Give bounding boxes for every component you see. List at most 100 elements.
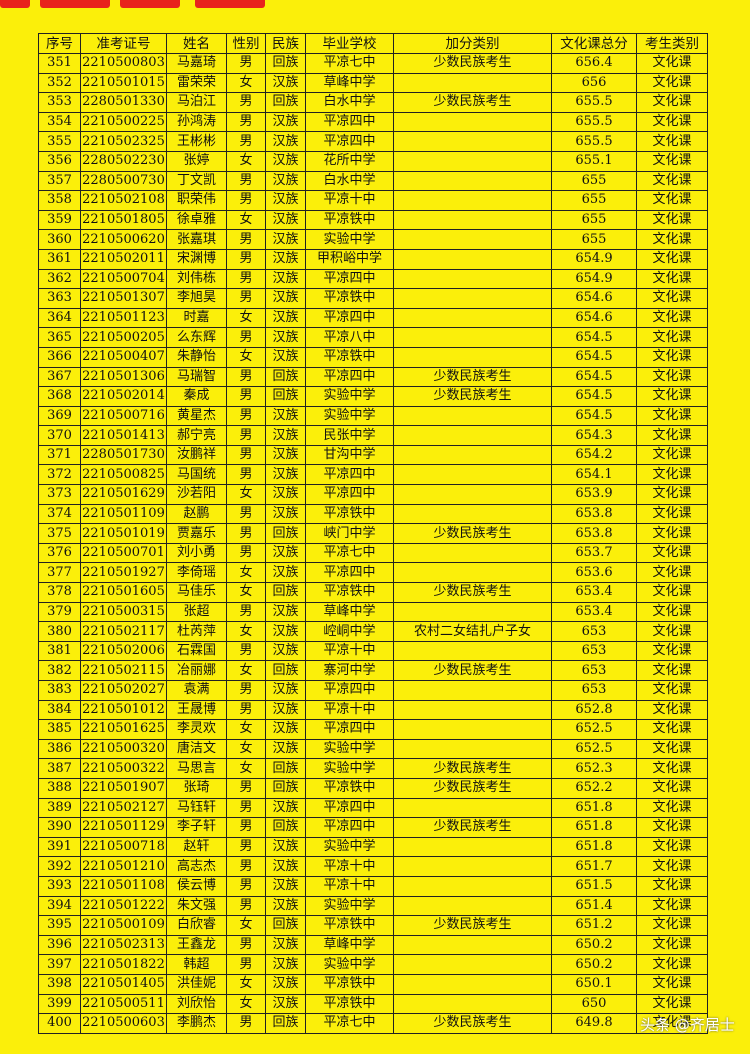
cell: 2210500322 [80, 758, 167, 779]
cell: 峡门中学 [305, 523, 394, 544]
header-cell: 性别 [226, 33, 266, 54]
header-cell: 序号 [38, 33, 81, 54]
cell: 652.5 [551, 738, 637, 760]
cell: 365 [38, 327, 81, 348]
cell: 353 [38, 92, 81, 113]
row: 352 2210501015 雷荣荣女汉族 草峰中学 656 文化课 [38, 72, 708, 94]
cell: 马佳乐 [166, 582, 227, 603]
cell: 649.8 [551, 1013, 637, 1034]
cell: 653 [551, 640, 637, 662]
cell: 男 [226, 699, 266, 721]
cell: 367 [38, 366, 81, 388]
row: 396 2210502313 王鑫龙男汉族 草峰中学 650.2 文化课 [38, 934, 708, 956]
cell [393, 640, 552, 662]
cell: 653 [551, 660, 637, 681]
cell: 360 [38, 229, 81, 250]
cell: 张超 [166, 601, 227, 623]
cell: 女 [226, 621, 266, 642]
cell: 平凉四中 [305, 111, 394, 133]
row: 382 2210502115 冶丽娜女回族 寨河中学 少数民族考生 653 文化课 [38, 660, 708, 681]
cell: 男 [226, 640, 266, 662]
cell: 洪佳妮 [166, 973, 227, 995]
cell: 汉族 [265, 562, 306, 584]
cell: 376 [38, 542, 81, 564]
cell: 356 [38, 150, 81, 172]
cell: 653.6 [551, 562, 637, 584]
cell: 马嘉琦 [166, 53, 227, 74]
header-cell: 准考证号 [80, 33, 167, 54]
cell: 女 [226, 150, 266, 172]
cell: 汉族 [265, 856, 306, 877]
cell: 平凉八中 [305, 327, 394, 348]
cell: 郝宁亮 [166, 425, 227, 446]
cell: 汉族 [265, 621, 306, 642]
cell: 390 [38, 817, 81, 838]
cell: 651.8 [551, 817, 637, 838]
cell: 653 [551, 621, 637, 642]
cell: 回族 [265, 366, 306, 388]
cell: 平凉铁中 [305, 346, 394, 368]
cell: 实验中学 [305, 836, 394, 858]
cell: 2210501306 [80, 366, 167, 388]
cell: 文化课 [636, 640, 708, 662]
cell: 少数民族考生 [393, 777, 552, 799]
cell: 654.5 [551, 327, 637, 348]
cell: 汉族 [265, 699, 306, 721]
cell: 王晟博 [166, 699, 227, 721]
cell: 383 [38, 680, 81, 701]
cell: 2210502115 [80, 660, 167, 681]
cell: 653.4 [551, 601, 637, 623]
cell: 少数民族考生 [393, 53, 552, 74]
cell: 男 [226, 288, 266, 309]
cell: 少数民族考生 [393, 523, 552, 544]
cell: 平凉四中 [305, 464, 394, 486]
cell: 2210501605 [80, 582, 167, 603]
cell: 平凉七中 [305, 1013, 394, 1034]
cell: 386 [38, 738, 81, 760]
cell: 实验中学 [305, 386, 394, 407]
cell: 2210500320 [80, 738, 167, 760]
cell: 平凉七中 [305, 53, 394, 74]
cell: 回族 [265, 915, 306, 936]
row: 354 2210500225 孙鸿涛男汉族 平凉四中 655.5 文化课 [38, 111, 708, 133]
cell: 男 [226, 444, 266, 466]
row: 356 2280502230 张婷女汉族 花所中学 655.1 文化课 [38, 150, 708, 172]
cell: 少数民族考生 [393, 660, 552, 681]
cell: 回族 [265, 92, 306, 113]
cell: 汉族 [265, 131, 306, 152]
cell: 马钰轩 [166, 797, 227, 819]
cell: 韩超 [166, 954, 227, 975]
cell: 汉族 [265, 307, 306, 329]
cell: 男 [226, 268, 266, 290]
cell: 汉族 [265, 601, 306, 623]
cell: 文化课 [636, 209, 708, 231]
cell: 363 [38, 288, 81, 309]
cell: 366 [38, 346, 81, 368]
cell [393, 248, 552, 270]
cell [393, 484, 552, 505]
cell: 白欣睿 [166, 915, 227, 936]
cell: 372 [38, 464, 81, 486]
cell: 655 [551, 229, 637, 250]
cell: 汉族 [265, 346, 306, 368]
cell: 378 [38, 582, 81, 603]
row: 388 2210501907 张琦男回族 平凉铁中 少数民族考生 652.2 文化课 [38, 777, 708, 799]
cell: 400 [38, 1013, 81, 1034]
cell [393, 856, 552, 877]
cell: 男 [226, 680, 266, 701]
cell: 651.8 [551, 797, 637, 819]
cell: 2210501019 [80, 523, 167, 544]
cell: 汉族 [265, 719, 306, 740]
cell: 654.5 [551, 346, 637, 368]
cell: 实验中学 [305, 405, 394, 427]
cell: 汉族 [265, 954, 306, 975]
cell: 时嘉 [166, 307, 227, 329]
cell: 文化课 [636, 111, 708, 133]
cell: 2210500825 [80, 464, 167, 486]
cell [393, 601, 552, 623]
cell: 文化课 [636, 150, 708, 172]
cell: 文化课 [636, 268, 708, 290]
cell: 李倚瑶 [166, 562, 227, 584]
cell: 汉族 [265, 327, 306, 348]
